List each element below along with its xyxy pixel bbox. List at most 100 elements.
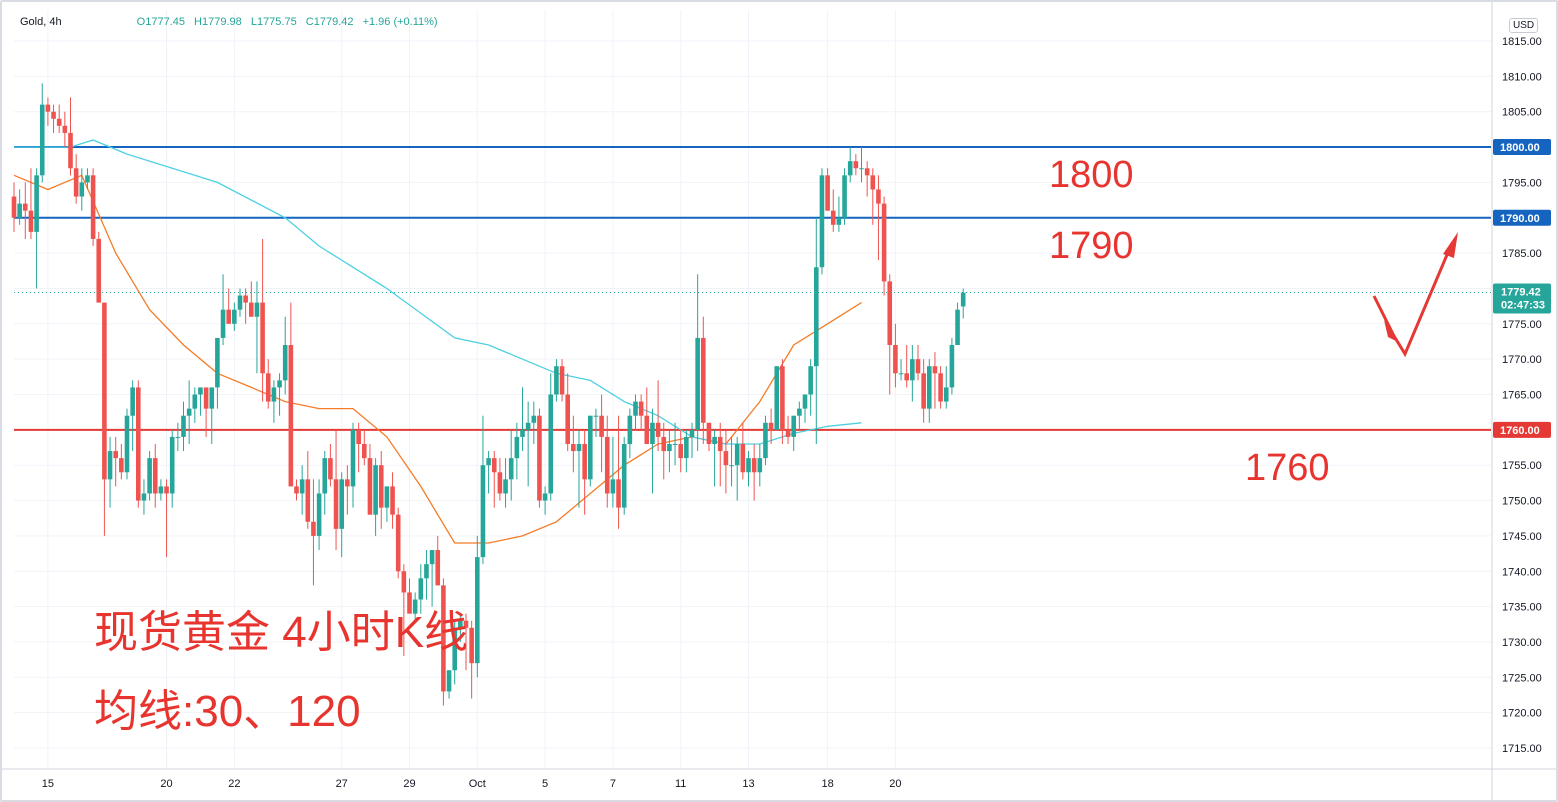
- time-axis[interactable]: 15 20 22 27 29 Oct 5 7 11 13 18 20: [42, 778, 902, 790]
- candle: [689, 422, 695, 459]
- candle-body: [186, 408, 192, 416]
- y-tick-label: 1735.00: [1502, 602, 1542, 614]
- candle: [797, 401, 802, 430]
- candle: [881, 196, 887, 296]
- candle: [780, 359, 785, 444]
- candle-body: [441, 585, 446, 692]
- candle: [655, 380, 661, 452]
- candle-body: [706, 422, 712, 444]
- candle: [45, 97, 51, 126]
- level-tag-label: 1760.00: [1500, 425, 1540, 437]
- candle: [345, 465, 350, 515]
- candle: [887, 274, 893, 395]
- candle: [107, 436, 113, 508]
- candle: [955, 302, 960, 346]
- candle-body: [842, 175, 847, 218]
- candle-body: [684, 436, 689, 459]
- candle-body: [514, 436, 520, 459]
- candle: [763, 415, 768, 466]
- candle-body: [56, 118, 62, 126]
- candle-body: [23, 203, 28, 211]
- candle-body: [282, 345, 288, 381]
- candle: [927, 359, 932, 423]
- candle-body: [350, 429, 356, 487]
- candle: [441, 578, 446, 706]
- candle: [209, 387, 215, 444]
- candle: [661, 422, 667, 480]
- candle-body: [955, 309, 960, 346]
- currency-selector[interactable]: USD: [1509, 18, 1539, 33]
- candle-body: [661, 436, 667, 452]
- candle-body: [910, 359, 915, 381]
- candle-body: [768, 422, 774, 430]
- candle-body: [881, 203, 887, 282]
- y-tick-label: 1745.00: [1502, 531, 1542, 543]
- candle: [814, 217, 819, 444]
- candle-body: [458, 620, 463, 628]
- candle: [621, 436, 627, 515]
- candle-body: [876, 189, 881, 204]
- candle: [333, 429, 339, 551]
- candle-body: [412, 599, 418, 614]
- candle-body: [763, 422, 768, 459]
- candle-body: [345, 479, 350, 487]
- candle: [836, 196, 842, 232]
- y-tick-label: 1775.00: [1502, 319, 1542, 331]
- candle-body: [898, 373, 904, 375]
- y-tick-label: 1810.00: [1502, 71, 1542, 83]
- candle-body: [119, 458, 124, 473]
- candle: [819, 168, 825, 275]
- candle: [604, 415, 610, 508]
- candle-body: [740, 443, 746, 473]
- candle-body: [785, 429, 791, 437]
- countdown-label: 02:47:33: [1501, 300, 1545, 312]
- open-value: O1777.45: [136, 16, 185, 28]
- candle: [169, 429, 175, 508]
- candle: [407, 578, 412, 614]
- chart-title-annotation: 现货黄金 4小时K线: [94, 608, 468, 657]
- candle-body: [311, 521, 316, 536]
- candle: [362, 429, 367, 466]
- x-tick-label: 15: [42, 778, 54, 790]
- change-value: +1.96 (+0.11%): [362, 16, 438, 28]
- low-value: L1775.75: [250, 16, 297, 28]
- candle-body: [503, 479, 508, 494]
- candle-body: [604, 436, 610, 494]
- candle: [949, 337, 955, 395]
- candle: [237, 288, 243, 317]
- candle: [893, 323, 898, 388]
- candle-body: [847, 161, 853, 176]
- candle: [62, 111, 68, 148]
- x-tick-label: 27: [336, 778, 348, 790]
- candles: [11, 83, 966, 706]
- arrow-down-head: [1384, 320, 1400, 343]
- candle: [90, 168, 96, 247]
- candle: [260, 238, 265, 402]
- candle: [684, 429, 689, 473]
- close-value: C1779.42: [305, 16, 354, 28]
- candle: [186, 380, 192, 444]
- candle-body: [260, 302, 265, 374]
- high-value: H1779.98: [194, 16, 242, 28]
- candle-body: [215, 337, 220, 388]
- candle-body: [571, 443, 576, 452]
- candle-body: [339, 479, 344, 529]
- candle: [757, 443, 763, 487]
- x-tick-label: 20: [160, 778, 172, 790]
- candle-body: [938, 373, 943, 402]
- candle-body: [667, 443, 672, 452]
- candle-body: [921, 373, 926, 409]
- annotation-1790: 1790: [1049, 225, 1134, 267]
- candle-body: [537, 415, 542, 501]
- candle-body: [152, 458, 158, 494]
- candle: [904, 345, 909, 388]
- candle-body: [378, 465, 384, 508]
- candle: [791, 415, 796, 452]
- candle: [729, 436, 734, 487]
- level-tag-label: 1790.00: [1500, 213, 1540, 225]
- moving-averages: [13, 139, 862, 544]
- arrow-up-head: [1443, 232, 1458, 258]
- candle-body: [192, 394, 198, 409]
